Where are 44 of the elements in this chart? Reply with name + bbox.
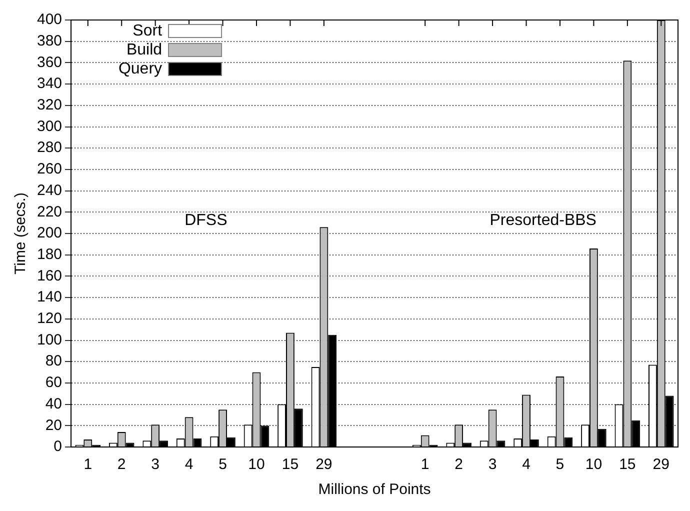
x-tick-label: 15 [619, 456, 636, 474]
y-tick-label: 240 [36, 182, 62, 199]
y-tick-label: 220 [36, 203, 62, 220]
y-tick-label: 100 [36, 331, 62, 348]
y-axis-title: Time (secs.) [12, 192, 30, 274]
annotation: Presorted-BBS [490, 212, 596, 230]
y-tick-label: 340 [36, 75, 62, 92]
x-tick-label: 1 [420, 456, 430, 474]
y-tick-label: 380 [36, 32, 62, 50]
y-tick-label: 260 [36, 160, 62, 178]
y-tick-label: 60 [45, 374, 62, 392]
x-tick-label: 15 [282, 456, 299, 474]
y-tick-label: 20 [45, 416, 62, 434]
y-tick-label: 160 [36, 267, 62, 284]
x-tick-label: 1 [84, 456, 92, 474]
y-tick-label: 40 [45, 395, 62, 412]
y-tick-label: 360 [36, 54, 62, 71]
y-tick-label: 300 [36, 118, 62, 135]
y-tick-label: 0 [54, 438, 62, 456]
x-tick-label: 29 [316, 456, 332, 474]
x-tick-label: 29 [652, 456, 670, 474]
y-tick-label: 140 [36, 288, 62, 306]
x-tick-label: 10 [248, 456, 265, 474]
x-tick-label: 4 [184, 456, 194, 474]
y-tick-label: 180 [36, 246, 62, 263]
x-axis-title: Millions of Points [318, 481, 431, 498]
x-tick-label: 2 [117, 456, 126, 474]
y-tick-label: 280 [36, 139, 62, 156]
y-tick-label: 320 [36, 96, 62, 114]
legend-label: Query [118, 60, 162, 78]
y-tick-label: 400 [36, 11, 62, 28]
x-tick-label: 5 [556, 456, 564, 474]
y-tick-label: 120 [36, 310, 62, 328]
y-tick-label: 80 [45, 352, 62, 370]
x-tick-label: 4 [522, 456, 530, 474]
legend-label: Sort [132, 22, 163, 40]
x-tick-label: 2 [454, 456, 463, 474]
annotation: DFSS [184, 212, 228, 230]
x-tick-label: 5 [218, 456, 227, 474]
legend-label: Build [126, 41, 162, 58]
x-tick-label: 3 [488, 456, 497, 474]
x-tick-label: 10 [585, 456, 602, 474]
x-tick-label: 3 [151, 456, 160, 474]
y-tick-label: 200 [36, 224, 62, 242]
